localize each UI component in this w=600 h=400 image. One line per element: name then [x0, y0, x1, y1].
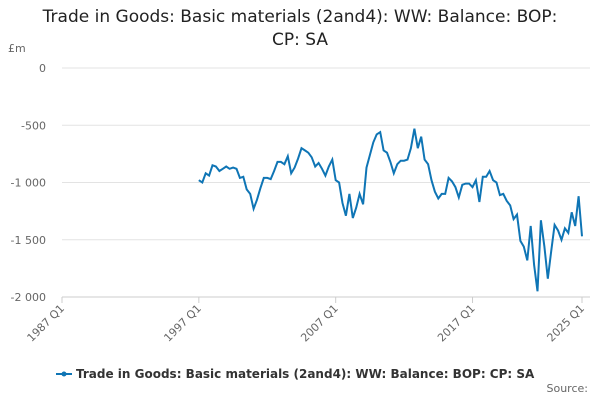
x-tick-label: 2017 Q1 [435, 302, 478, 345]
y-tick-label: 0 [39, 62, 46, 75]
y-tick-label: -2 000 [11, 291, 46, 304]
x-tick-label: 1997 Q1 [161, 302, 204, 345]
x-tick-label: 1987 Q1 [25, 302, 68, 345]
y-tick-label: -1 000 [11, 177, 46, 190]
chart-title: Trade in Goods: Basic materials (2and4):… [42, 7, 558, 50]
y-tick-label: -500 [21, 119, 46, 132]
source: Source: [547, 382, 589, 395]
legend-label: Trade in Goods: Basic materials (2and4):… [76, 367, 535, 381]
x-tick-label: 2025 Q1 [545, 302, 588, 345]
y-tick-label: -1 500 [11, 234, 46, 247]
x-tick-label: 2007 Q1 [298, 302, 341, 345]
y-unit: £m [8, 42, 26, 55]
legend-marker [61, 371, 67, 377]
series-line [198, 128, 583, 292]
